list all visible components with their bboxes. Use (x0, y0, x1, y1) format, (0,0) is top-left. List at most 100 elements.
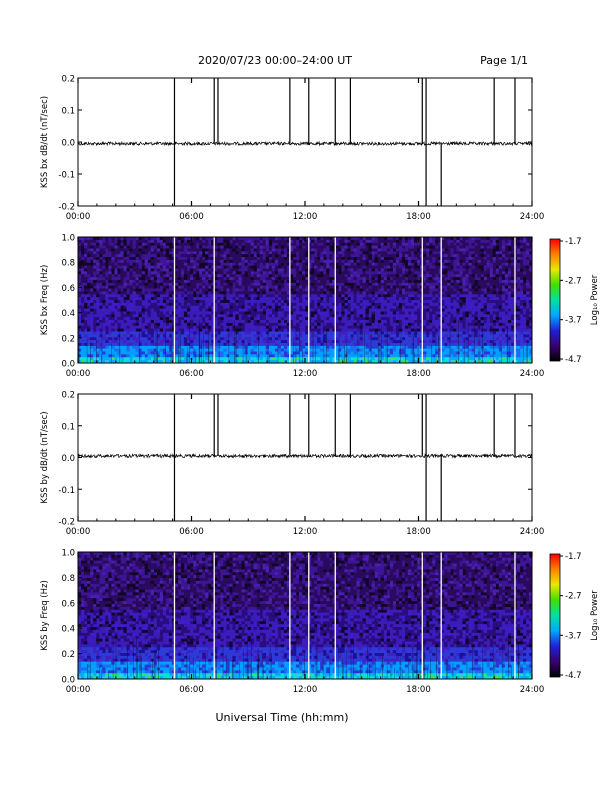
spectrogram-cells (99, 325, 524, 329)
y-tick-label: 0.8 (61, 574, 75, 584)
y-tick-label: -0.1 (58, 486, 75, 496)
spectrogram-cells (81, 586, 518, 590)
spectrogram-cells (87, 615, 515, 619)
figure-title: 2020/07/23 00:00–24:00 UT (198, 54, 352, 67)
spectrogram-cells (81, 592, 527, 596)
spectrogram-cells (78, 257, 530, 261)
colorbar (549, 238, 561, 362)
y-tick-label: 1.0 (61, 234, 75, 244)
spectrogram-cells (78, 629, 532, 634)
spectrogram-cells (99, 647, 527, 651)
page-label: Page 1/1 (480, 54, 528, 67)
spectrogram-cells (81, 629, 527, 634)
spectrogram-cells (108, 615, 524, 619)
spectrogram-cells (81, 664, 527, 668)
spectrogram-cells (81, 285, 532, 289)
x-tick-label: 24:00 (520, 685, 545, 695)
colorbar-label: Log₁₀ Power (590, 274, 600, 325)
spectrogram-cells (111, 560, 469, 564)
x-tick-label: 18:00 (406, 212, 431, 222)
spectrogram-cells (81, 641, 532, 645)
spectrogram-cells (138, 277, 527, 281)
spectrogram-cells (114, 635, 527, 639)
colorbar-tick-label: -4.7 (565, 355, 582, 365)
spectrogram-cells (81, 650, 524, 654)
spectrogram-cells (99, 632, 532, 637)
spectrogram-cells (78, 580, 532, 585)
spectrogram-cells (81, 257, 532, 261)
spectrogram-cells (78, 300, 512, 304)
spectrogram (78, 552, 532, 679)
spectrogram-cells (78, 644, 524, 648)
spectrogram-cells (102, 351, 512, 355)
spectrogram-cells (84, 583, 524, 587)
y-tick-label: 0.6 (61, 284, 75, 294)
spectrogram-cells (84, 629, 512, 634)
spectrogram-cells (84, 265, 532, 269)
y-tick-label: 0.0 (61, 139, 75, 149)
series-line (77, 453, 533, 459)
spectrogram-cells (81, 279, 532, 284)
spectrogram-cells (78, 294, 532, 298)
spectrogram-cells (90, 297, 532, 301)
x-tick-label: 18:00 (406, 527, 431, 537)
spectrogram-cells (84, 557, 527, 561)
spectrogram-cells (84, 300, 530, 304)
spectrogram-cells (90, 345, 524, 349)
spectrogram-cells (81, 560, 521, 564)
spectrogram-cells (78, 302, 530, 307)
x-tick-label: 12:00 (293, 212, 318, 222)
spectrogram-cells (93, 288, 490, 292)
spectrogram-cells (78, 351, 530, 355)
spectrogram-cells (81, 282, 521, 286)
spectrogram-cells (78, 647, 532, 651)
spectrogram-cells (84, 291, 527, 295)
spectrogram-cells (78, 331, 530, 335)
spectrogram-cells (84, 308, 532, 312)
spectrogram-cells (78, 667, 532, 671)
spectrogram-cells (99, 598, 512, 602)
spectrogram-cells (84, 254, 506, 258)
spectrogram-cells (87, 297, 466, 301)
colorbar-tick-label: -1.7 (565, 552, 582, 562)
panel-4: 0.0 0.2 0.4 0.6 0.8 1.0 -1.7 -2.7 -3.7 -4.7 Log₁₀ … (40, 549, 600, 696)
x-tick-label: 00:00 (66, 369, 91, 379)
spectrogram-cells (144, 563, 530, 567)
spectrogram-cells (93, 598, 527, 602)
spectrogram-cells (87, 595, 532, 599)
spectrogram-cells (93, 262, 524, 266)
spectrogram-cells (78, 603, 530, 608)
spectrogram-cells (93, 271, 527, 275)
spectrogram-cells (93, 618, 506, 622)
spectrogram-cells (90, 328, 532, 332)
colorbar-label: Log₁₀ Power (590, 590, 600, 641)
y-tick-label: 1.0 (61, 549, 75, 559)
y-tick-label: 0.2 (61, 650, 75, 660)
spectrogram-cells (81, 320, 530, 324)
spectrogram-cells (102, 650, 518, 654)
colorbar-tick-label: -2.7 (565, 592, 582, 602)
spectrogram-cells (105, 331, 496, 335)
spectrogram-cells (87, 328, 506, 332)
spectrogram-cells (81, 609, 527, 613)
spectrogram-cells (84, 251, 518, 255)
y-tick-label: -0.2 (58, 203, 75, 213)
spectrogram-cells (93, 251, 530, 255)
x-tick-label: 06:00 (179, 527, 204, 537)
y-axis-label: KSS bx dB/dt (nT/sec) (40, 96, 50, 188)
spectrogram-cells (87, 655, 515, 660)
spectrogram-cells (81, 325, 532, 329)
spectrogram-cells (81, 575, 515, 579)
spectrogram-cells (84, 320, 532, 324)
y-tick-label: 0.0 (61, 360, 75, 370)
spectrogram-cells (78, 268, 512, 272)
spectrogram-cells (156, 274, 509, 278)
spectrogram-cells (123, 552, 532, 556)
y-tick-label: 0.8 (61, 259, 75, 269)
spectrogram-cells (90, 325, 527, 329)
spectrogram-cells (78, 557, 532, 561)
spectrogram-cells (123, 282, 530, 286)
spectrogram-cells (81, 661, 530, 665)
